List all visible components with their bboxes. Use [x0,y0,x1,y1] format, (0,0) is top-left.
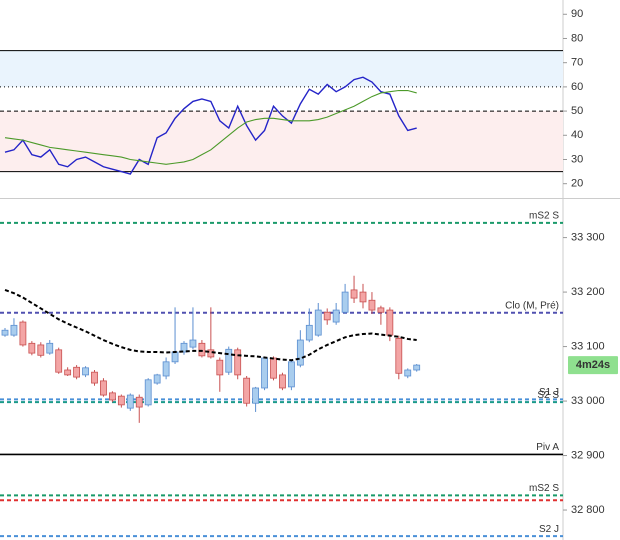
candle-body [91,371,98,384]
y-tick-label: 20 [571,178,583,190]
candle-body [377,307,385,313]
candle-body [126,394,134,409]
y-tick-label: 33 300 [571,232,605,244]
indicator-line [4,89,417,165]
candle-body [270,357,277,379]
candle-body [55,349,63,373]
candle-body [162,361,170,377]
candle-body [100,380,107,396]
candle-body [368,299,376,311]
candle-body [19,321,27,346]
candle-body [216,359,224,376]
candle-body [332,309,340,323]
candle-body [171,351,179,363]
level-label: mS2 S [529,483,559,494]
y-tick-label: 32 900 [571,449,605,461]
y-tick-label: 50 [571,105,583,117]
candle-body [386,309,394,336]
candle-body [287,361,295,388]
band [0,50,563,87]
candle-body [252,387,260,404]
y-tick-label: 40 [571,129,583,141]
y-tick-label: 30 [571,153,583,165]
candle-body [1,329,9,336]
y-tick-label: 32 800 [571,504,605,516]
candle-body [279,374,286,389]
candle-body [305,324,313,341]
candle-body [109,392,116,401]
candle-body [64,369,72,376]
candle-body [28,342,36,354]
candle-body [180,342,188,353]
candle-body [189,339,197,348]
candle-body [261,357,268,389]
candle-body [117,395,125,406]
y-tick-label: 60 [571,81,583,93]
band [0,111,563,172]
level-label: S2 S [537,390,559,401]
candle-body [359,291,367,303]
candle-body [82,367,89,376]
level-label: mS2 S [529,211,559,222]
candle-body [225,348,233,373]
candle-body [37,344,45,356]
level-label: Piv A [536,442,559,453]
candle-body [46,342,54,354]
candle-body [144,379,152,406]
candle-body [341,291,349,313]
y-tick-label: 70 [571,57,583,69]
y-tick-label: 33 200 [571,286,605,298]
candle-body [73,366,80,378]
candle-body [243,377,251,404]
y-tick-label: 80 [571,32,583,44]
candle-body [404,369,412,377]
timer-badge [568,356,618,375]
indicator-line [4,76,417,175]
candle-body [198,342,206,357]
candle-body [350,289,358,299]
candle-body [314,309,322,336]
candle-body [135,396,143,408]
candle-body [413,364,421,371]
candle-body [323,311,331,321]
candle-body [10,324,18,336]
level-label: Clo (M, Pré) [505,300,559,311]
y-tick-label: 33 100 [571,340,605,352]
y-tick-label: 90 [571,8,583,20]
level-label: S1 J [539,387,559,398]
candle-body [395,337,403,374]
candle-body [296,339,304,366]
y-tick-label: 33 000 [571,395,605,407]
candle-body [153,374,161,384]
candle-body [234,349,242,376]
level-label: S2 J [539,524,559,535]
timer-label: 4m24s [576,359,610,371]
